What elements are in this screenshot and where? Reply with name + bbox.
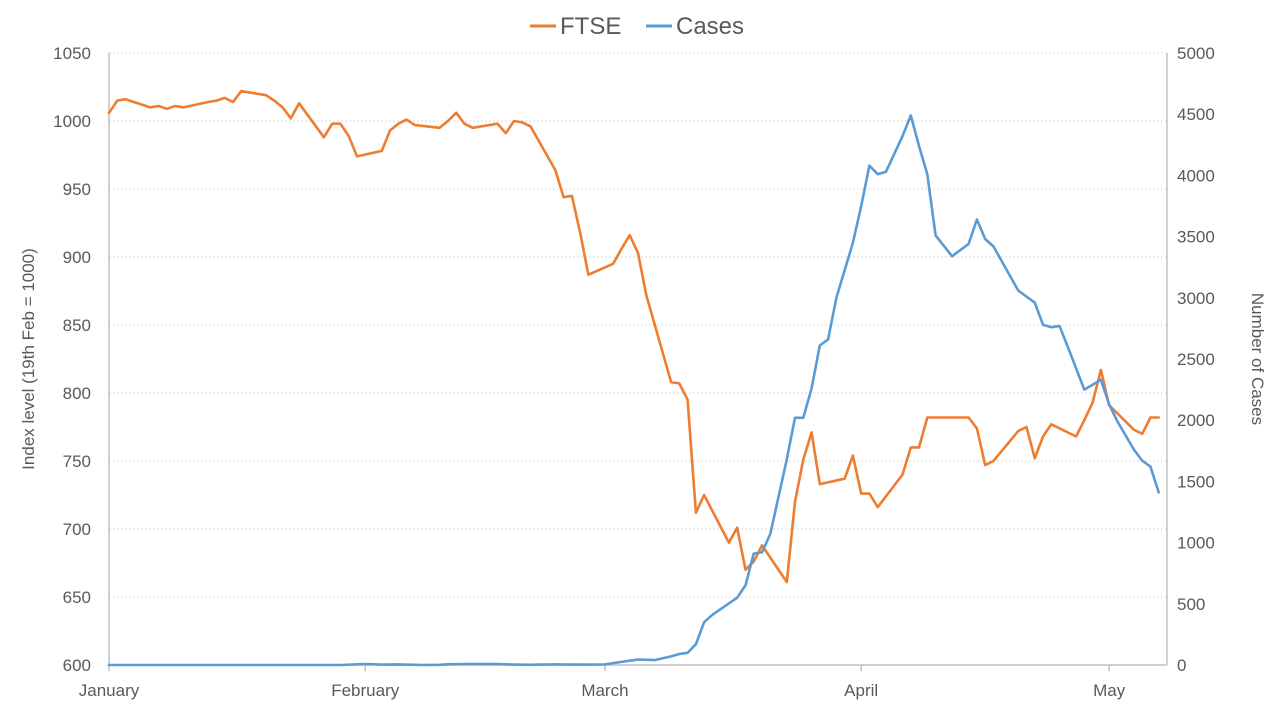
y-right-tick-label: 3500 [1177,228,1215,247]
x-tick-label: February [331,681,400,700]
y-left-axis-title: Index level (19th Feb = 1000) [19,248,38,470]
y-left-tick-label: 850 [63,316,91,335]
y-right-tick-label: 2000 [1177,411,1215,430]
x-tick-labels: January February March April May [79,665,1126,700]
y-left-tick-label: 650 [63,588,91,607]
x-tick-label: March [581,681,628,700]
legend-label-cases: Cases [676,13,744,40]
y-right-tick-label: 4500 [1177,105,1215,124]
y-right-axis-title: Number of Cases [1248,293,1267,425]
y-right-tick-label: 500 [1177,595,1205,614]
y-right-tick-label: 2500 [1177,350,1215,369]
y-right-tick-label: 1000 [1177,534,1215,553]
y-left-tick-label: 900 [63,248,91,267]
y-left-tick-label: 700 [63,520,91,539]
series-line-ftse [107,89,1160,584]
y-left-tick-label: 750 [63,452,91,471]
x-tick-label: May [1093,681,1126,700]
y-right-tick-label: 3000 [1177,289,1215,308]
y-right-tick-label: 0 [1177,656,1186,675]
series-line-cases [107,114,1160,667]
y-right-tick-label: 4000 [1177,166,1215,185]
legend-label-ftse: FTSE [560,13,621,40]
y-left-tick-label: 1000 [53,112,91,131]
x-tick-label: January [79,681,140,700]
y-right-tick-label: 1500 [1177,472,1215,491]
y-left-tick-labels: 600 650 700 750 800 850 900 950 1000 1050 [53,44,91,675]
y-left-tick-label: 600 [63,656,91,675]
gridlines [109,52,1167,598]
y-left-tick-label: 1050 [53,44,91,63]
y-right-tick-labels: 0 500 1000 1500 2000 2500 3000 3500 4000 4500 5000 [1177,44,1215,675]
legend: FTSE Cases [530,13,744,40]
y-left-tick-label: 800 [63,384,91,403]
x-tick-label: April [844,681,878,700]
y-right-tick-label: 5000 [1177,44,1215,63]
y-left-tick-label: 950 [63,180,91,199]
